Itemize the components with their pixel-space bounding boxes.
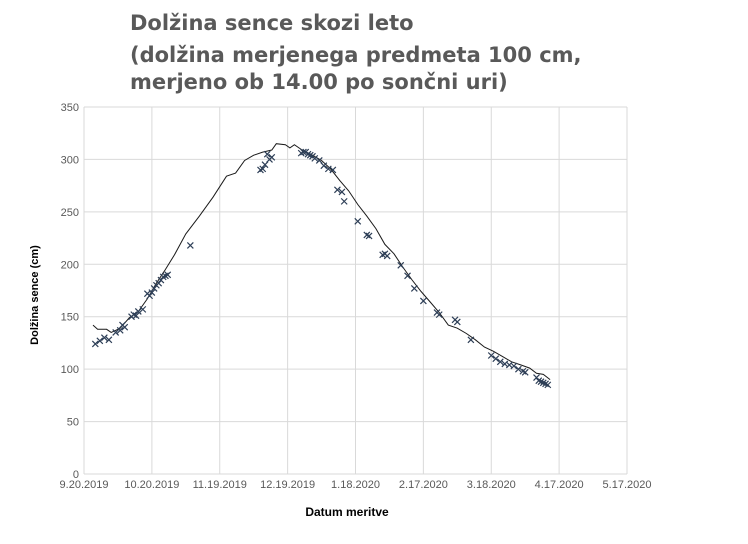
data-point: [162, 272, 169, 280]
gridlines: [83, 106, 628, 475]
data-point: [164, 271, 172, 279]
data-point: [105, 336, 113, 344]
data-point: [121, 323, 129, 331]
chart-title-line-2: (dolžina merjenega predmeta 100 cm,: [130, 43, 582, 67]
data-point: [340, 197, 348, 205]
x-tick-label: 9.20.2019: [60, 479, 109, 491]
y-tick-label: 50: [67, 417, 79, 429]
x-axis-ticks: 9.20.2019 10.20.2019 11.19.2019 12.19.2019 1…: [60, 479, 652, 491]
data-point: [134, 308, 142, 315]
data-point: [410, 284, 418, 292]
data-point: [333, 186, 341, 194]
x-tick-label: 10.20.2019: [124, 479, 179, 491]
x-tick-label: 1.18.2020: [331, 479, 380, 491]
measured-points-group: [91, 148, 552, 389]
data-point: [453, 318, 461, 326]
data-point: [268, 153, 276, 161]
data-point: [186, 241, 194, 249]
y-axis-label: Dolžina sence (cm): [29, 245, 41, 345]
data-point: [404, 272, 411, 280]
data-point: [259, 165, 267, 173]
data-point: [496, 358, 504, 366]
data-point: [467, 336, 475, 344]
x-tick-label: 2.17.2020: [399, 479, 448, 491]
data-point: [435, 311, 443, 319]
data-point: [329, 166, 337, 174]
data-point: [487, 352, 495, 359]
data-point: [365, 232, 373, 240]
data-point: [146, 292, 154, 300]
chart-title-line-1: Dolžina sence skozi leto: [130, 11, 414, 35]
y-tick-label: 100: [61, 364, 79, 376]
data-point: [514, 365, 522, 373]
data-point: [139, 305, 147, 313]
data-point: [544, 381, 552, 389]
data-point: [148, 289, 156, 297]
data-point: [419, 297, 427, 305]
y-tick-label: 0: [73, 469, 79, 481]
x-tick-label: 5.17.2020: [603, 479, 652, 491]
data-point: [521, 368, 529, 376]
reference-line-group: [92, 143, 551, 380]
data-point: [397, 261, 405, 269]
data-point: [510, 362, 518, 370]
y-tick-label: 200: [61, 259, 79, 271]
x-tick-label: 3.18.2020: [467, 479, 516, 491]
data-point: [338, 188, 346, 196]
data-point: [116, 326, 124, 334]
data-point: [96, 337, 104, 345]
data-point: [132, 312, 140, 320]
data-point: [363, 231, 371, 239]
data-point: [311, 154, 319, 162]
y-tick-label: 300: [61, 154, 79, 166]
y-tick-label: 250: [61, 207, 79, 219]
data-point: [492, 355, 500, 363]
data-point: [100, 334, 108, 342]
data-point: [155, 279, 163, 287]
data-point: [263, 150, 271, 158]
data-point: [354, 217, 362, 225]
x-tick-label: 11.19.2019: [193, 479, 247, 491]
data-point: [300, 148, 307, 156]
data-point: [112, 329, 120, 336]
x-tick-label: 12.19.2019: [260, 479, 315, 491]
x-tick-label: 4.17.2020: [535, 479, 584, 491]
y-axis-ticks: 0 50 100 150 200 250 300 350: [61, 102, 79, 481]
x-axis-label: Datum meritve: [305, 505, 389, 519]
reference-line: [92, 143, 551, 380]
data-point: [91, 340, 99, 348]
y-tick-label: 150: [61, 312, 79, 324]
chart-title-line-3: merjeno ob 14.00 po sončni uri): [130, 70, 508, 94]
data-point: [383, 252, 391, 260]
y-tick-label: 350: [61, 102, 79, 114]
data-point: [320, 162, 328, 170]
